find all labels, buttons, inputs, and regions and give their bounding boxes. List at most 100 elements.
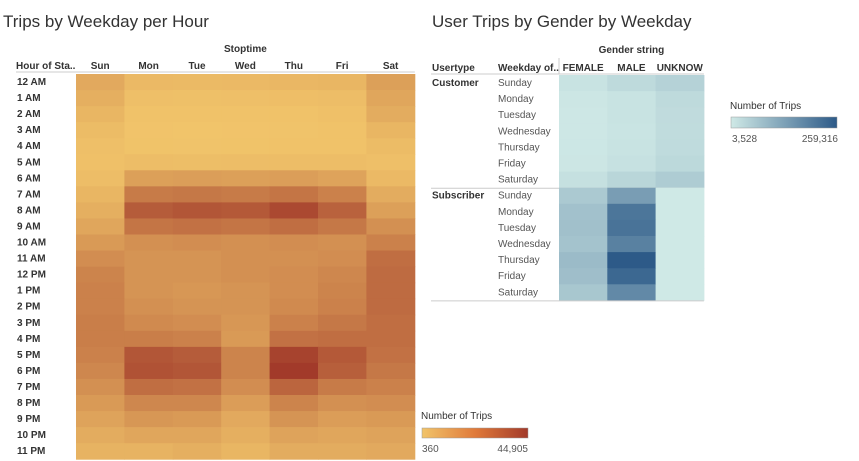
- heatmap-cell: [221, 362, 271, 380]
- heatmap-cell: [124, 202, 174, 219]
- heatmap-cell: [76, 378, 125, 396]
- row-label: 8 AM: [17, 205, 41, 216]
- row-label: Sunday: [498, 191, 532, 202]
- heatmap-cell: [318, 138, 367, 155]
- heatmap-cell: [607, 187, 657, 205]
- heatmap-cell: [269, 282, 319, 300]
- heatmap-cell: [607, 268, 657, 285]
- heatmap-cell: [607, 91, 657, 108]
- heatmap-cell: [172, 330, 222, 348]
- heatmap-cell: [172, 154, 222, 171]
- heatmap-cell: [76, 106, 125, 123]
- heatmap-cell: [366, 122, 416, 139]
- heatmap-cell: [318, 362, 367, 380]
- heatmap-cell: [221, 250, 271, 268]
- heatmap-cell: [172, 378, 222, 396]
- heatmap-cell: [172, 411, 222, 428]
- heatmap-cell: [76, 250, 125, 268]
- row-label: 3 AM: [17, 125, 41, 136]
- row-label: 2 PM: [17, 302, 40, 313]
- heatmap-cell: [318, 330, 367, 348]
- heatmap-cell: [318, 202, 367, 219]
- row-header: Hour of Sta..: [16, 61, 76, 72]
- heatmap-cell: [366, 411, 416, 428]
- heatmap-cell: [124, 138, 174, 155]
- row-label: Monday: [498, 94, 534, 105]
- heatmap-cell: [221, 122, 271, 139]
- heatmap-cell: [221, 154, 271, 171]
- row-label: Tuesday: [498, 110, 536, 121]
- row-label: 1 PM: [17, 286, 40, 297]
- heatmap-cell: [124, 282, 174, 300]
- heatmap-cell: [366, 378, 416, 396]
- row-label: Sunday: [498, 78, 532, 89]
- heatmap-cell: [172, 362, 222, 380]
- heatmap-cell: [76, 443, 125, 460]
- heatmap-cell: [269, 250, 319, 268]
- heatmap-cell: [655, 155, 705, 173]
- heatmap-cell: [172, 427, 222, 444]
- legend-title: Number of Trips: [730, 101, 801, 112]
- heatmap-cell: [221, 186, 271, 203]
- heatmap-cell: [559, 171, 608, 189]
- column-label: Mon: [138, 61, 159, 72]
- heatmap-cell: [76, 138, 125, 155]
- heatmap-cell: [559, 252, 608, 269]
- heatmap-cell: [269, 378, 319, 396]
- row-label: 4 PM: [17, 334, 40, 345]
- heatmap-cell: [221, 202, 271, 219]
- heatmap-cell: [172, 122, 222, 139]
- heatmap-cell: [559, 139, 608, 156]
- heatmap-cell: [607, 107, 657, 124]
- heatmap-cell: [172, 218, 222, 235]
- heatmap-cell: [76, 411, 125, 428]
- row-label: Monday: [498, 207, 534, 218]
- legend-title: Number of Trips: [421, 411, 492, 422]
- heatmap-cell: [318, 106, 367, 123]
- heatmap-cell: [318, 186, 367, 203]
- heatmap-cell: [269, 154, 319, 171]
- heatmap-cell: [318, 90, 367, 107]
- heatmap-cell: [366, 138, 416, 155]
- column-label: Fri: [336, 61, 349, 72]
- heatmap-cell: [124, 314, 174, 332]
- heatmap-cell: [172, 170, 222, 187]
- row-label: 5 AM: [17, 157, 41, 168]
- heatmap-cell: [76, 90, 125, 107]
- heatmap-cell: [124, 186, 174, 203]
- row-label: 10 AM: [17, 238, 46, 249]
- heatmap-cell: [607, 219, 657, 237]
- heatmap-cell: [366, 346, 416, 364]
- heatmap-cell: [76, 122, 125, 139]
- heatmap-cell: [366, 90, 416, 107]
- heatmap-cell: [124, 395, 174, 412]
- group-label: Customer: [432, 78, 479, 89]
- heatmap-cell: [76, 330, 125, 348]
- row-header: Usertype: [432, 63, 475, 74]
- column-label: FEMALE: [563, 63, 604, 74]
- heatmap-cell: [172, 314, 222, 332]
- heatmap-cell: [172, 282, 222, 300]
- heatmap-cell: [76, 170, 125, 187]
- row-label: 11 PM: [17, 446, 45, 457]
- heatmap-cell: [269, 314, 319, 332]
- heatmap-cell: [655, 123, 705, 140]
- heatmap-cell: [221, 234, 271, 252]
- legend-max: 44,905: [497, 444, 528, 455]
- heatmap-cell: [124, 266, 174, 284]
- heatmap-cell: [559, 187, 608, 205]
- heatmap-cell: [124, 74, 174, 91]
- heatmap-cell: [607, 236, 657, 253]
- heatmap-cell: [124, 298, 174, 316]
- heatmap-cell: [366, 106, 416, 123]
- heatmap-cell: [318, 427, 367, 444]
- heatmap-cell: [269, 186, 319, 203]
- heatmap-cell: [269, 411, 319, 428]
- heatmap-cell: [318, 443, 367, 460]
- heatmap-cell: [318, 346, 367, 364]
- row-label: 6 PM: [17, 366, 40, 377]
- heatmap-cell: [655, 139, 705, 156]
- legend-gradient: [730, 116, 838, 129]
- heatmap-cell: [172, 443, 222, 460]
- heatmap-cell: [269, 266, 319, 284]
